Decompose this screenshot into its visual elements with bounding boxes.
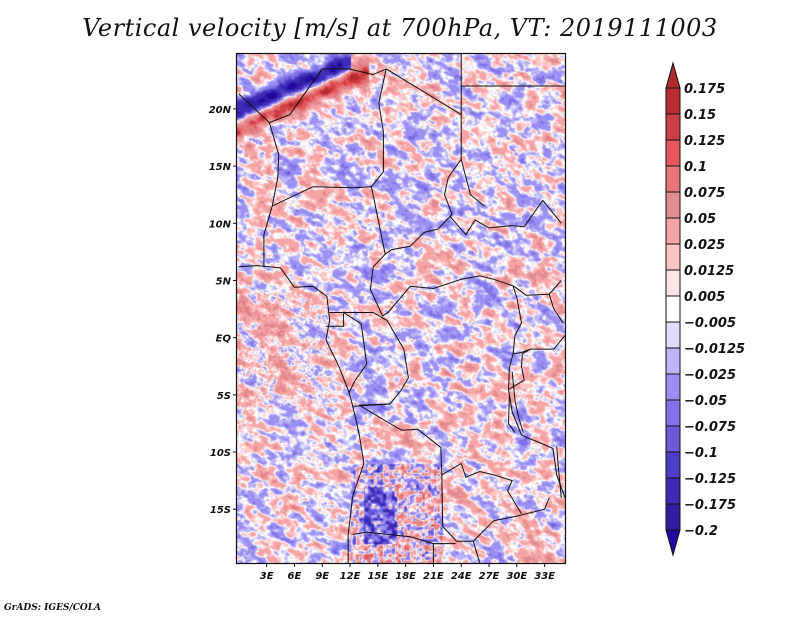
y-tick-label: 20N [209,105,232,116]
border-line [343,312,409,406]
colorbar-swatch [665,113,681,141]
colorbar-label: 0.0125 [684,264,734,279]
colorbar-swatch [665,269,681,297]
border-line [325,312,345,327]
colorbar-label: 0.075 [684,186,725,201]
colorbar-label: 0.1 [684,160,707,175]
x-tick-label: 24E [451,571,472,582]
y-tick-label: 15N [209,162,232,173]
x-tick-label: 6E [288,571,302,582]
colorbar: 0.175 0.15 0.125 0.1 0.075 0.05 0.025 0.0125 0.0… [665,61,745,557]
border-line [269,68,462,255]
colorbar-label: −0.05 [684,394,727,409]
colorbar-swatch [665,477,681,505]
colorbar-label: 0.025 [684,238,725,253]
colorbar-extend-max [665,61,681,89]
colorbar-label: −0.0125 [684,342,745,357]
colorbar-swatch [665,139,681,167]
border-line [352,531,456,545]
x-tick-label: 30E [506,571,527,582]
colorbar-swatch [665,503,681,531]
x-axis-ticks: 3E 6E 9E 12E 15E 18E 21E 24E 27E 30E 33E [260,563,555,582]
x-tick-label: 27E [479,571,500,582]
grads-credit: GrADS: IGES/COLA [4,603,102,613]
border-line [556,446,562,498]
border-line [352,403,390,407]
x-tick-label: 18E [395,571,416,582]
x-tick-label: 9E [315,571,329,582]
border-line [441,474,550,542]
colorbar-label: −0.2 [684,524,718,539]
x-tick-label: 21E [423,571,444,582]
border-line [343,312,368,393]
border-line [271,186,562,317]
colorbar-label: 0.175 [684,82,725,97]
border-line [371,68,387,188]
y-tick-label: EQ [216,334,232,345]
y-tick-label: 10S [210,448,231,459]
colorbar-label: −0.025 [684,368,736,383]
colorbar-label: −0.1 [684,446,718,461]
x-tick-label: 15E [367,571,388,582]
colorbar-swatch [665,373,681,401]
colorbar-swatch [665,425,681,453]
border-line [513,335,566,355]
x-tick-label: 33E [534,571,555,582]
chart-title: Vertical velocity [m/s] at 700hPa, VT: 2… [82,14,718,42]
colorbar-swatch [665,321,681,349]
colorbar-label: 0.15 [684,108,716,123]
colorbar-swatch [665,347,681,375]
colorbar-label: −0.005 [684,316,736,331]
colorbar-swatch [665,87,681,115]
y-tick-label: 15S [210,505,231,516]
border-line [472,541,481,564]
x-tick-label: 3E [260,571,274,582]
border-line [548,294,564,324]
colorbar-swatch [665,451,681,479]
colorbar-swatch [665,295,681,323]
colorbar-label: 0.125 [684,134,725,149]
y-axis-ticks: 20N 15N 10N 5N EQ 5S 10S 15S [209,105,237,516]
colorbar-label: 0.05 [684,212,716,227]
border-line [508,394,516,433]
border-line [509,348,531,390]
colorbar-label: −0.125 [684,472,736,487]
colorbar-swatch [665,165,681,193]
colorbar-swatch [665,191,681,219]
colorbar-extend-min [665,529,681,557]
border-line [449,199,562,236]
colorbar-swatch [665,399,681,427]
border-line [460,159,485,207]
border-line [508,286,543,445]
y-tick-label: 10N [209,219,232,230]
border-line [542,443,566,498]
x-tick-label: 12E [340,571,361,582]
colorbar-label: −0.175 [684,498,736,513]
colorbar-swatch [665,217,681,245]
border-line [238,265,365,563]
country-borders [238,54,566,564]
vertical-velocity-field [237,54,565,563]
y-tick-label: 5N [216,276,232,287]
map-frame [235,52,567,565]
colorbar-label: −0.075 [684,420,736,435]
colorbar-label: 0.005 [684,290,725,305]
colorbar-swatch [665,243,681,271]
border-line [359,404,522,515]
border-line [238,93,280,266]
y-tick-label: 5S [217,391,231,402]
border-line [511,371,524,433]
